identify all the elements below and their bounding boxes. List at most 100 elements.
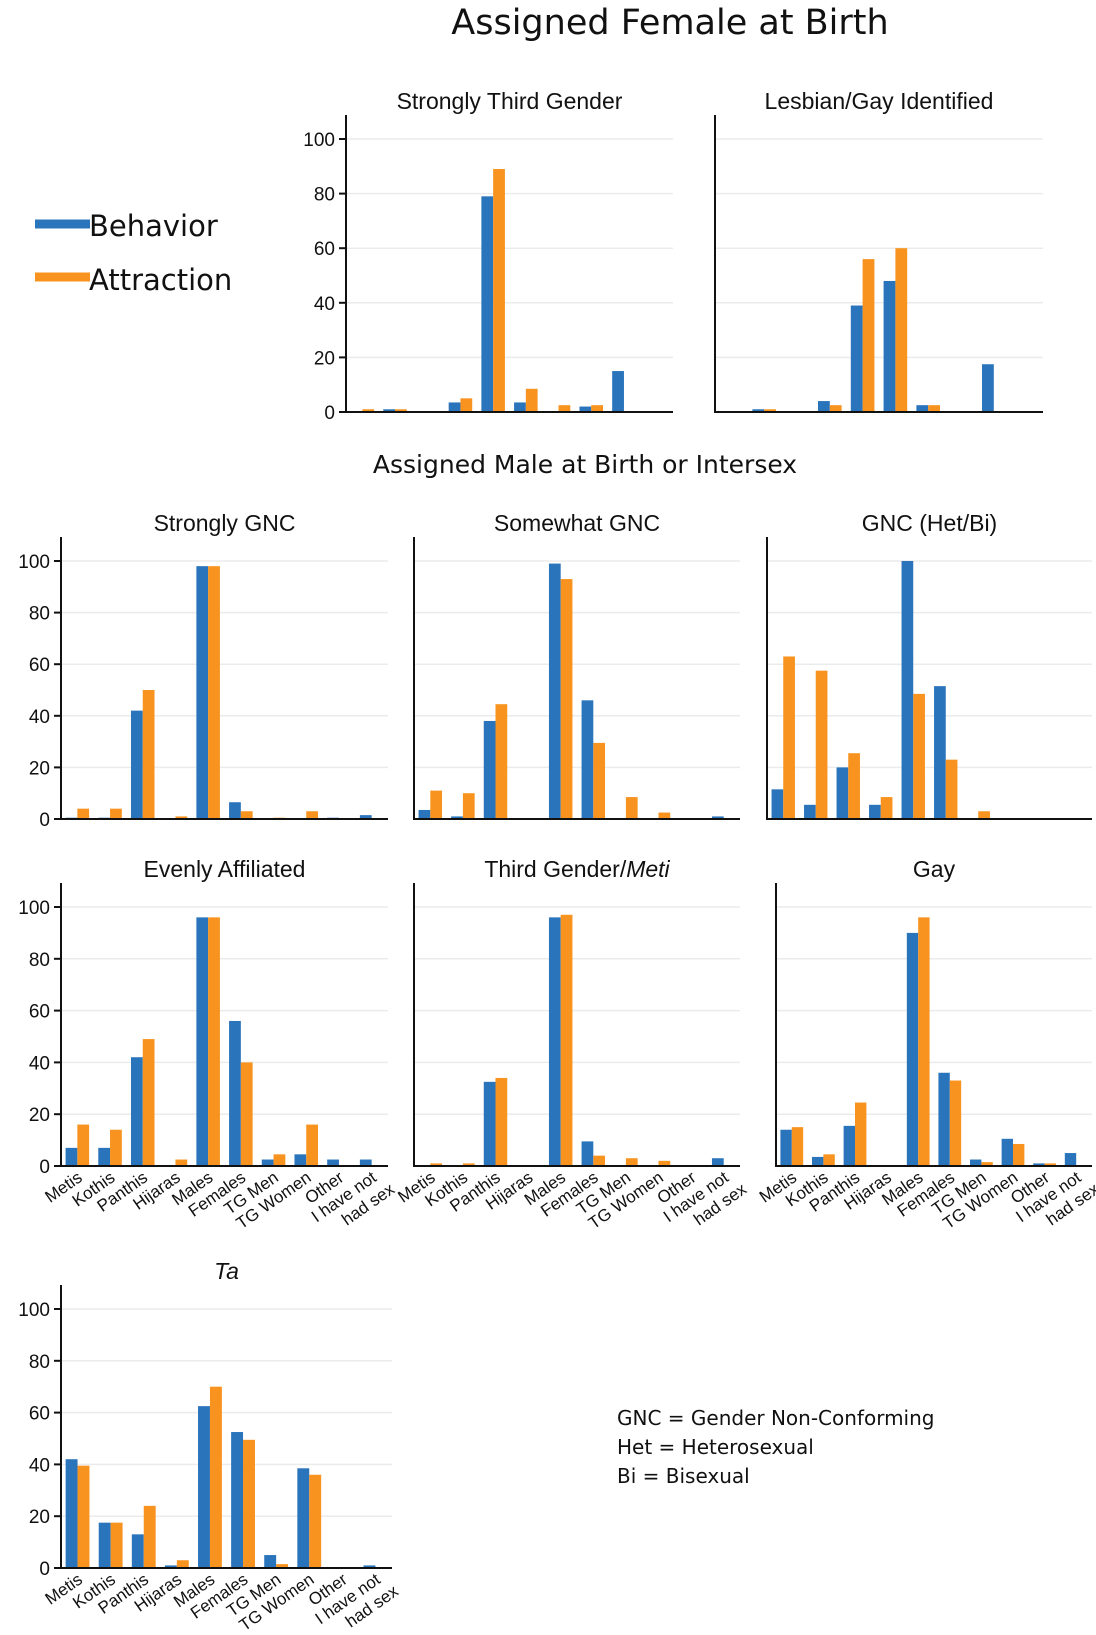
bar-attraction-panthis — [855, 1102, 867, 1166]
bar-behavior-i-have-not-had-sex — [359, 815, 372, 819]
bar-attraction-tg-men — [276, 1564, 289, 1568]
bar-behavior-kothis — [383, 409, 396, 412]
y-tick-label: 40 — [29, 1455, 50, 1476]
bar-attraction-tg-women — [658, 1160, 671, 1166]
bar-behavior-males — [196, 566, 209, 819]
bar-attraction-panthis — [143, 1505, 156, 1568]
axis-lines — [766, 537, 1092, 820]
bar-attraction-tg-women — [1013, 1143, 1025, 1166]
bar-attraction-metis — [77, 808, 90, 819]
legend: Behavior Attraction — [35, 209, 232, 297]
bar-attraction-hijaras — [880, 797, 893, 819]
bar-behavior-tg-women — [579, 406, 592, 412]
bar-attraction-panthis — [495, 1077, 508, 1166]
panel-title: Strongly Third Gender — [397, 88, 623, 114]
bar-attraction-females — [525, 388, 538, 412]
bar-attraction-females — [593, 1155, 606, 1166]
panel-gay: GayMetisKothisPanthisHijarasMalesFemales… — [756, 856, 1096, 1233]
bar-attraction-panthis — [848, 753, 860, 819]
legend-label-behavior: Behavior — [89, 209, 218, 243]
bar-behavior-females — [883, 280, 896, 412]
y-tick-label: 100 — [303, 130, 335, 151]
bar-behavior-males — [850, 305, 863, 412]
bar-behavior-panthis — [130, 1057, 143, 1166]
bar-attraction-panthis — [142, 690, 155, 819]
bar-attraction-metis — [430, 1163, 443, 1166]
bar-attraction-hijaras — [460, 398, 473, 412]
bar-behavior-females — [581, 1141, 594, 1166]
panel-third-gender-meti: Third Gender/MetiMetisKothisPanthisHijar… — [394, 856, 750, 1243]
bar-attraction-females — [895, 248, 908, 412]
panel-title: Gay — [913, 856, 956, 882]
y-tick-label: 40 — [29, 707, 50, 728]
panel-title-text: Third Gender/ — [484, 856, 627, 882]
y-tick-label: 40 — [314, 294, 335, 315]
bar-behavior-males — [481, 196, 494, 412]
note-bi: Bi = Bisexual — [617, 1464, 750, 1488]
bar-attraction-kothis — [110, 1522, 123, 1568]
panel-title: Ta — [214, 1258, 239, 1284]
y-tick-label: 60 — [29, 1404, 50, 1425]
panel-title: Third Gender/Meti — [484, 856, 670, 882]
y-tick-label: 100 — [18, 1300, 50, 1321]
panel-somewhat-gnc: Somewhat GNC — [413, 510, 740, 820]
bar-behavior-tg-men — [916, 405, 929, 412]
bar-attraction-kothis — [462, 1163, 475, 1166]
bar-behavior-tg-women — [1001, 1138, 1013, 1166]
bar-attraction-tg-men — [981, 1162, 993, 1166]
bar-behavior-males — [198, 1406, 210, 1569]
bar-behavior-tg-men — [261, 1159, 274, 1166]
bar-behavior-metis — [65, 1459, 78, 1568]
panel-title: Lesbian/Gay Identified — [765, 88, 994, 114]
bar-attraction-males — [493, 169, 505, 412]
y-tick-label: 20 — [314, 348, 335, 369]
x-tick-label-i-have-not-had-sex: I have nothad sex — [660, 1163, 750, 1243]
bar-attraction-tg-women — [309, 1474, 322, 1568]
bar-behavior-other — [327, 1159, 339, 1166]
axis-lines — [345, 115, 673, 413]
y-tick-label: 0 — [39, 1157, 50, 1178]
bar-attraction-kothis — [764, 409, 777, 412]
panel-evenly-affiliated: Evenly Affiliated020406080100MetisKothis… — [18, 856, 398, 1233]
bar-attraction-males — [209, 1386, 222, 1568]
bar-behavior-females — [581, 700, 594, 819]
heading-female: Assigned Female at Birth — [451, 3, 888, 43]
bar-attraction-kothis — [395, 409, 407, 412]
bar-behavior-females — [514, 402, 526, 412]
bar-behavior-kothis — [98, 1147, 111, 1166]
bar-attraction-males — [208, 566, 220, 819]
legend-label-attraction: Attraction — [89, 263, 232, 297]
bar-behavior-i-have-not-had-sex — [1064, 1153, 1077, 1166]
panel-ta: Ta020406080100MetisKothisPanthisHijarasM… — [18, 1258, 402, 1635]
axis-lines — [60, 1285, 392, 1569]
y-tick-label: 80 — [314, 185, 335, 206]
bar-attraction-females — [945, 759, 958, 819]
bar-attraction-tg-men — [625, 1158, 638, 1166]
bar-behavior-kothis — [451, 816, 463, 819]
y-tick-label: 60 — [314, 239, 335, 260]
bar-attraction-tg-men — [625, 797, 638, 819]
bar-attraction-males — [208, 917, 220, 1166]
panel-title-italic: Meti — [626, 856, 670, 882]
bar-behavior-kothis — [804, 804, 816, 819]
bar-behavior-hijaras — [164, 1565, 177, 1568]
panel-title-text: Evenly Affiliated — [144, 856, 306, 882]
bar-attraction-metis — [77, 1124, 90, 1166]
bar-behavior-i-have-not-had-sex — [363, 1565, 376, 1568]
bar-behavior-hijaras — [817, 401, 830, 412]
bar-attraction-metis — [362, 409, 375, 412]
bar-behavior-panthis — [843, 1125, 855, 1166]
bar-behavior-panthis — [131, 1534, 144, 1568]
panel-title-text: Strongly GNC — [154, 510, 296, 536]
y-tick-label: 20 — [29, 1105, 50, 1126]
bar-attraction-hijaras — [175, 816, 188, 819]
y-tick-label: 80 — [29, 604, 50, 625]
bar-attraction-metis — [430, 790, 443, 819]
bar-attraction-tg-women — [306, 811, 319, 819]
bar-attraction-tg-men — [928, 405, 941, 412]
bar-behavior-i-have-not-had-sex — [711, 816, 724, 819]
bar-behavior-females — [938, 1072, 950, 1166]
bar-behavior-metis — [418, 809, 431, 819]
panel-title: GNC (Het/Bi) — [862, 510, 997, 536]
panel-title: Somewhat GNC — [494, 510, 660, 536]
